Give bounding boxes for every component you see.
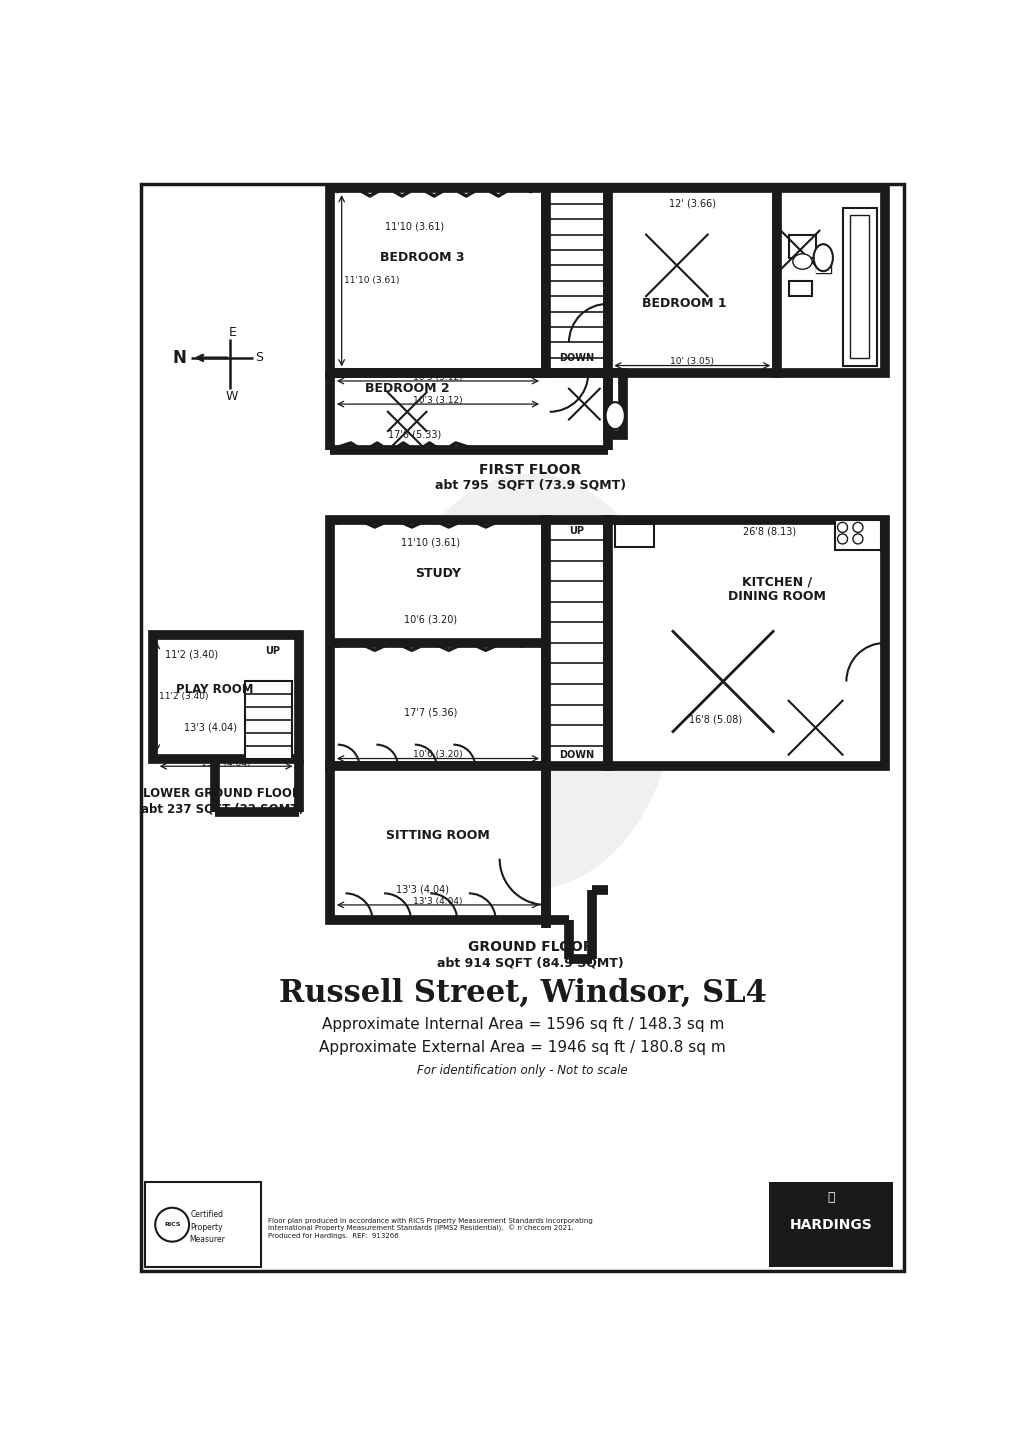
- Text: Certified: Certified: [191, 1210, 223, 1219]
- Ellipse shape: [605, 402, 625, 429]
- Text: LOWER GROUND FLOOR: LOWER GROUND FLOOR: [143, 787, 301, 800]
- Text: 10'3 (3.12): 10'3 (3.12): [413, 373, 463, 382]
- Text: 10'3 (3.12): 10'3 (3.12): [413, 396, 463, 405]
- Bar: [607, 520, 884, 767]
- Text: E: E: [228, 326, 236, 339]
- Bar: [246, 682, 291, 758]
- Bar: [815, 254, 830, 274]
- Circle shape: [852, 522, 862, 532]
- Text: 13'3 (4.04): 13'3 (4.04): [395, 885, 448, 895]
- Text: abt 914 SQFT (84.9 SQMT): abt 914 SQFT (84.9 SQMT): [437, 957, 624, 970]
- Text: 26'8 (8.13): 26'8 (8.13): [742, 526, 795, 536]
- Text: RICS: RICS: [164, 1222, 180, 1228]
- Text: GROUND FLOOR: GROUND FLOOR: [467, 941, 593, 954]
- Text: DOWN: DOWN: [558, 749, 594, 759]
- Ellipse shape: [792, 254, 811, 269]
- Bar: [815, 254, 830, 274]
- Text: 13'3 (4.04): 13'3 (4.04): [201, 758, 251, 768]
- Text: HARDINGS: HARDINGS: [789, 1218, 871, 1232]
- Text: 13'3 (4.04): 13'3 (4.04): [413, 896, 463, 905]
- Text: KITCHEN /
DINING ROOM: KITCHEN / DINING ROOM: [728, 575, 825, 602]
- Text: ⓗ: ⓗ: [826, 1192, 834, 1205]
- Ellipse shape: [384, 474, 677, 889]
- Text: abt 237 SQFT (22 SQMT): abt 237 SQFT (22 SQMT): [141, 803, 304, 816]
- Circle shape: [155, 1208, 189, 1242]
- Text: W: W: [226, 391, 238, 403]
- Text: S: S: [255, 352, 263, 365]
- Text: UP: UP: [569, 526, 584, 536]
- Text: 11'10 (3.61): 11'10 (3.61): [385, 222, 444, 232]
- Bar: [776, 189, 884, 373]
- Bar: [153, 635, 299, 758]
- Bar: [607, 189, 776, 373]
- Text: Approximate External Area = 1946 sq ft / 180.8 sq m: Approximate External Area = 1946 sq ft /…: [319, 1040, 726, 1055]
- Text: BEDROOM 1: BEDROOM 1: [642, 297, 727, 310]
- Bar: [545, 520, 607, 767]
- Bar: [330, 520, 545, 767]
- Text: 10'6 (3.20): 10'6 (3.20): [404, 615, 457, 625]
- Text: 11'2 (3.40): 11'2 (3.40): [159, 692, 208, 702]
- Bar: [541, 189, 547, 373]
- Text: BEDROOM 3: BEDROOM 3: [380, 251, 465, 264]
- Bar: [850, 215, 868, 357]
- Text: FIRST FLOOR: FIRST FLOOR: [479, 463, 581, 477]
- Text: Property: Property: [191, 1222, 223, 1232]
- Text: 17'6 (5.33): 17'6 (5.33): [388, 429, 441, 440]
- Text: STUDY: STUDY: [415, 568, 461, 581]
- Text: 10'6 (3.20): 10'6 (3.20): [413, 751, 463, 759]
- Text: 11'2 (3.40): 11'2 (3.40): [165, 650, 218, 660]
- Text: 16'8 (5.08): 16'8 (5.08): [688, 715, 741, 725]
- Text: Approximate Internal Area = 1596 sq ft / 148.3 sq m: Approximate Internal Area = 1596 sq ft /…: [321, 1017, 723, 1032]
- Text: Russell Street, Windsor, SL4: Russell Street, Windsor, SL4: [278, 978, 766, 1009]
- Bar: [834, 520, 880, 550]
- Bar: [788, 235, 815, 258]
- Bar: [607, 373, 623, 435]
- Text: Floor plan produced in accordance with RICS Property Measurement Standards incor: Floor plan produced in accordance with R…: [268, 1218, 593, 1239]
- Text: BEDROOM 2: BEDROOM 2: [365, 382, 449, 395]
- Text: 11'10 (3.61): 11'10 (3.61): [343, 277, 399, 285]
- Bar: [330, 767, 545, 921]
- Text: abt 795  SQFT (73.9 SQMT): abt 795 SQFT (73.9 SQMT): [434, 478, 626, 491]
- Text: N: N: [173, 349, 186, 367]
- Bar: [604, 189, 610, 373]
- Text: PLAY ROOM: PLAY ROOM: [175, 683, 253, 696]
- Text: h: h: [504, 647, 555, 716]
- Text: SITTING ROOM: SITTING ROOM: [386, 829, 489, 842]
- Text: 10' (3.05): 10' (3.05): [669, 357, 713, 366]
- Circle shape: [837, 535, 847, 543]
- Bar: [545, 189, 607, 373]
- Text: Measurer: Measurer: [189, 1235, 224, 1244]
- Text: 17'7 (5.36): 17'7 (5.36): [404, 708, 457, 718]
- Bar: [768, 1182, 892, 1267]
- Text: 11'10 (3.61): 11'10 (3.61): [400, 537, 460, 548]
- Text: 13'3 (4.04): 13'3 (4.04): [184, 723, 237, 732]
- Circle shape: [837, 522, 847, 532]
- Bar: [842, 208, 876, 366]
- Bar: [145, 1182, 261, 1267]
- Bar: [614, 523, 653, 546]
- Ellipse shape: [813, 244, 833, 271]
- Text: 12' (3.66): 12' (3.66): [668, 199, 715, 209]
- Bar: [330, 189, 545, 373]
- Text: UP: UP: [265, 646, 279, 656]
- Text: DOWN: DOWN: [558, 353, 594, 363]
- Circle shape: [852, 535, 862, 543]
- Bar: [788, 281, 811, 297]
- Text: For identification only - Not to scale: For identification only - Not to scale: [417, 1063, 628, 1076]
